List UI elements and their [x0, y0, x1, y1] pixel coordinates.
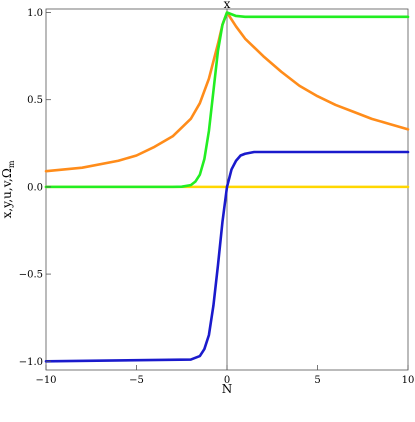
y-axis-title: x,y,u,v,Ωm — [0, 160, 16, 218]
x-tick-label: 0 — [224, 375, 230, 386]
series-line-2 — [44, 11, 410, 189]
top-label: x — [224, 0, 231, 11]
x-tick-label: 5 — [314, 375, 320, 386]
y-tick-label: −1.0 — [19, 357, 43, 368]
x-tick-label: −5 — [129, 375, 144, 386]
x-axis-title: N — [222, 382, 233, 396]
y-tick-label: 1.0 — [27, 8, 43, 19]
tick-layer: −10 −5 0 5 10 −1.0 −0.5 0.0 0.5 1.0 — [19, 8, 415, 386]
x-tick-label: 10 — [402, 375, 415, 386]
y-axis-title-main: x,y,u,v,Ω — [0, 168, 14, 218]
y-tick-label: −0.5 — [19, 270, 43, 281]
series-layer — [44, 11, 410, 363]
series-line-3 — [44, 150, 410, 363]
x-tick-label: −10 — [35, 375, 56, 386]
y-axis-title-subscript: m — [7, 160, 16, 168]
y-tick-label: 0.0 — [27, 182, 43, 193]
y-tick-label: 0.5 — [27, 95, 43, 106]
